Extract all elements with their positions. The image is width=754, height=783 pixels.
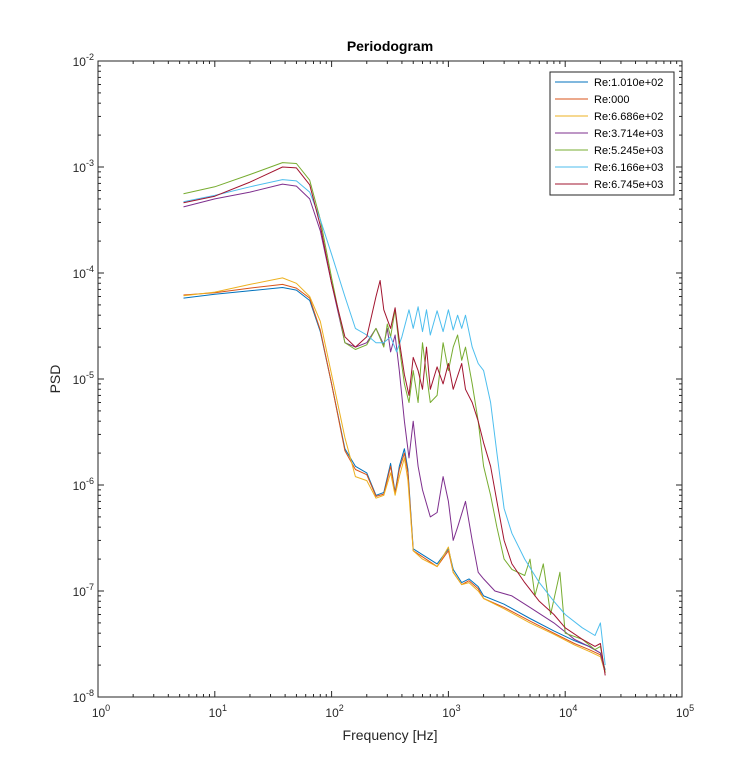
y-axis-label: PSD <box>47 365 63 394</box>
legend-entry-1: Re:1.010e+02 <box>594 77 663 89</box>
x-tick-label: 103 <box>442 703 460 720</box>
x-tick-label: 105 <box>676 703 694 720</box>
legend-entry-5: Re:5.245e+03 <box>594 145 663 157</box>
x-axis-label: Frequency [Hz] <box>343 727 438 743</box>
y-tick-label: 10-3 <box>73 158 94 175</box>
legend-entry-3: Re:6.686e+02 <box>594 111 663 123</box>
legend: Re:1.010e+02 Re:000 Re:6.686e+02 Re:3.714e+… <box>549 71 675 196</box>
legend-entry-7: Re:6.745e+03 <box>594 179 663 191</box>
series-line-1 <box>183 287 606 671</box>
x-tick-label: 100 <box>92 703 110 720</box>
legend-entry-6: Re:6.166e+03 <box>594 162 663 174</box>
y-tick-label: 10-6 <box>73 476 94 493</box>
chart-title: Periodogram <box>347 38 433 54</box>
y-tick-label: 10-7 <box>73 582 94 599</box>
y-tick-label: 10-2 <box>73 52 94 69</box>
series-line-6 <box>183 179 606 666</box>
legend-entry-4: Re:3.714e+03 <box>594 128 663 140</box>
x-tick-label: 101 <box>209 703 227 720</box>
series-line-2 <box>183 283 606 673</box>
y-tick-label: 10-4 <box>73 264 94 281</box>
y-tick-label: 10-5 <box>73 370 94 387</box>
series-line-7 <box>183 166 606 676</box>
series-layer <box>183 162 606 676</box>
x-tick-label: 102 <box>325 703 343 720</box>
x-tick-label: 104 <box>559 703 577 720</box>
axes-layer: 100 101 102 103 104 105 10-8 10-7 10-6 10-5 10-4 10… <box>73 52 695 720</box>
y-tick-label: 10-8 <box>73 688 94 705</box>
legend-entry-2: Re:000 <box>594 94 629 106</box>
series-line-3 <box>183 277 606 673</box>
